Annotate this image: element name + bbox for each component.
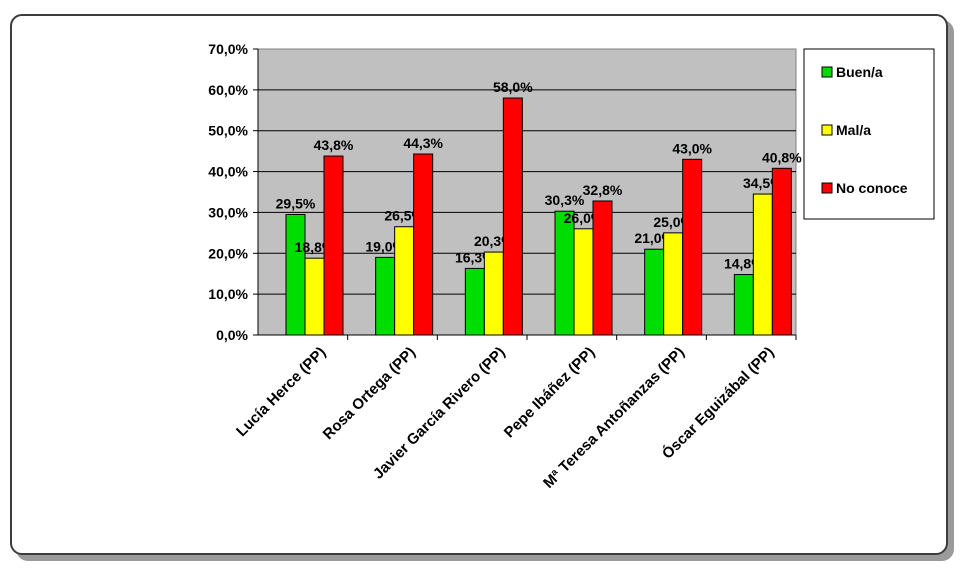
bar [554, 210, 575, 336]
y-tick-label: 50,0% [208, 123, 248, 139]
bar [375, 256, 396, 336]
data-label: 44,3% [403, 135, 443, 151]
bar [394, 226, 415, 336]
legend-entry: Mal/a [836, 122, 871, 138]
bar [592, 200, 613, 336]
bar [413, 153, 434, 336]
bar [464, 267, 485, 336]
bar [644, 248, 665, 336]
legend-swatch [821, 124, 833, 136]
bar [323, 155, 344, 336]
data-label: 32,8% [583, 182, 623, 198]
plot-area [257, 48, 797, 336]
y-tick-label: 70,0% [208, 41, 248, 57]
y-tick-label: 20,0% [208, 245, 248, 261]
category-label: Rosa Ortega (PP) [320, 344, 419, 443]
bar [304, 257, 325, 336]
data-label: 43,8% [314, 137, 354, 153]
data-label: 40,8% [762, 149, 802, 165]
y-tick-label: 0,0% [216, 327, 248, 343]
y-tick-label: 60,0% [208, 82, 248, 98]
legend-swatch [821, 182, 833, 194]
legend-swatch [821, 66, 833, 78]
y-tick-label: 30,0% [208, 204, 248, 220]
data-label: 43,0% [672, 140, 712, 156]
legend-entry: No conoce [836, 180, 908, 196]
bar [682, 158, 703, 336]
bar [663, 232, 684, 336]
bar [771, 167, 792, 336]
category-label: Lucía Herce (PP) [233, 344, 329, 440]
y-tick-label: 10,0% [208, 286, 248, 302]
bar [483, 251, 504, 336]
category-label: Pepe Ibáñez (PP) [501, 344, 598, 441]
legend-entry: Buen/a [836, 64, 883, 80]
category-label: Mª Teresa Antoñanzas (PP) [540, 344, 688, 492]
y-tick-label: 40,0% [208, 164, 248, 180]
data-label: 58,0% [493, 79, 533, 95]
bar [573, 228, 594, 336]
bar [502, 97, 523, 336]
data-label: 30,3% [545, 192, 585, 208]
bar [752, 193, 773, 336]
data-label: 29,5% [276, 195, 316, 211]
bar [733, 274, 754, 336]
bar [285, 213, 306, 336]
